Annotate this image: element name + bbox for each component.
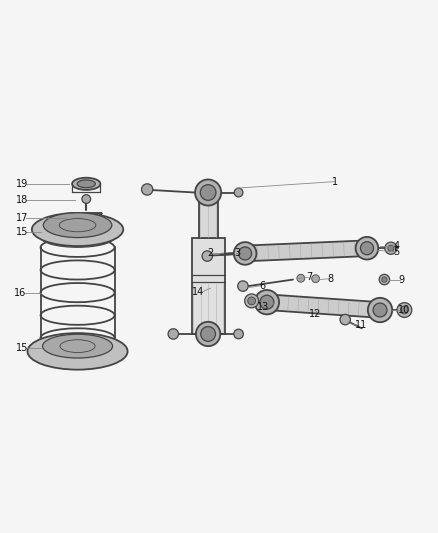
Circle shape	[400, 306, 408, 314]
Text: 2: 2	[208, 248, 214, 259]
Ellipse shape	[32, 213, 123, 246]
Circle shape	[356, 237, 378, 260]
Ellipse shape	[43, 213, 112, 238]
Ellipse shape	[72, 177, 100, 190]
Circle shape	[248, 297, 255, 305]
Circle shape	[238, 281, 248, 292]
Text: 4: 4	[393, 240, 399, 251]
Circle shape	[245, 294, 258, 308]
Text: 8: 8	[328, 273, 334, 284]
Circle shape	[360, 241, 374, 255]
Text: 10: 10	[398, 305, 410, 315]
Circle shape	[312, 275, 320, 282]
Text: 15: 15	[16, 227, 28, 237]
Circle shape	[379, 274, 390, 285]
Circle shape	[141, 184, 153, 195]
Circle shape	[82, 195, 91, 204]
Circle shape	[239, 247, 252, 260]
Circle shape	[234, 188, 243, 197]
Circle shape	[297, 274, 305, 282]
Polygon shape	[71, 213, 102, 224]
Text: 5: 5	[393, 247, 399, 257]
Text: 13: 13	[257, 302, 269, 312]
Circle shape	[202, 251, 212, 261]
Text: 11: 11	[355, 320, 367, 330]
Ellipse shape	[77, 180, 95, 188]
Circle shape	[373, 303, 387, 317]
Circle shape	[388, 245, 394, 251]
Circle shape	[196, 322, 220, 346]
Circle shape	[234, 329, 244, 339]
Text: 17: 17	[16, 213, 28, 223]
Circle shape	[200, 184, 216, 200]
Text: 12: 12	[309, 309, 321, 319]
Circle shape	[397, 303, 412, 318]
Circle shape	[254, 290, 279, 314]
Text: 19: 19	[16, 179, 28, 189]
Text: 7: 7	[306, 272, 312, 282]
Circle shape	[385, 242, 397, 254]
Text: 9: 9	[398, 274, 404, 285]
Circle shape	[260, 295, 274, 309]
Circle shape	[340, 314, 350, 325]
Ellipse shape	[35, 348, 120, 368]
Polygon shape	[191, 238, 225, 334]
Circle shape	[368, 298, 392, 322]
Circle shape	[195, 180, 221, 206]
Circle shape	[201, 327, 215, 341]
Polygon shape	[245, 240, 367, 261]
Ellipse shape	[28, 333, 127, 370]
Text: 1: 1	[332, 176, 338, 187]
Ellipse shape	[41, 228, 114, 247]
Text: 3: 3	[234, 247, 240, 257]
Text: 15: 15	[16, 343, 28, 353]
Circle shape	[168, 329, 179, 339]
Text: 18: 18	[16, 196, 28, 205]
Polygon shape	[198, 192, 218, 238]
Circle shape	[234, 242, 256, 265]
Polygon shape	[266, 294, 381, 318]
Circle shape	[382, 277, 387, 282]
Text: 6: 6	[259, 281, 265, 290]
Text: 16: 16	[14, 288, 27, 297]
Text: 14: 14	[192, 287, 205, 297]
Ellipse shape	[42, 334, 113, 358]
